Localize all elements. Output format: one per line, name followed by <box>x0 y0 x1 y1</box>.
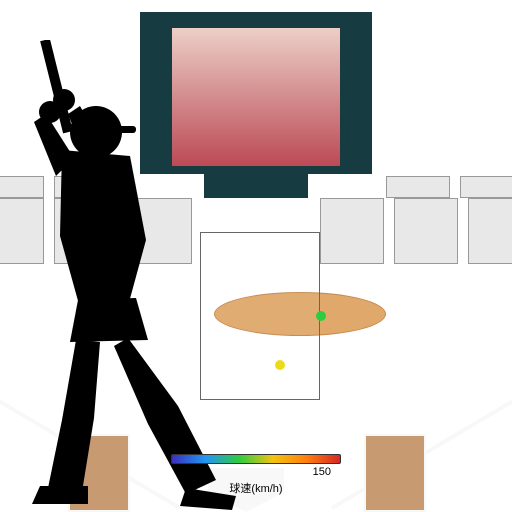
tick-0: 100 <box>181 466 199 478</box>
stand-panel <box>320 198 384 264</box>
pitch-marker <box>316 311 326 321</box>
speed-legend: 100 150 球速(km/h) <box>171 454 341 494</box>
batter-silhouette <box>0 40 250 510</box>
pitch-marker <box>275 360 285 370</box>
tick-1: 150 <box>313 466 331 478</box>
colorbar <box>171 454 341 464</box>
stand-panel <box>468 198 512 264</box>
stand-panel <box>394 198 458 264</box>
upper-stand-panel <box>460 176 512 198</box>
pitch-location-chart: 100 150 球速(km/h) <box>0 0 512 512</box>
legend-label: 球速(km/h) <box>171 480 341 496</box>
upper-stand-panel <box>386 176 450 198</box>
colorbar-ticks: 100 150 <box>171 466 341 478</box>
batter-box-right <box>364 434 426 512</box>
